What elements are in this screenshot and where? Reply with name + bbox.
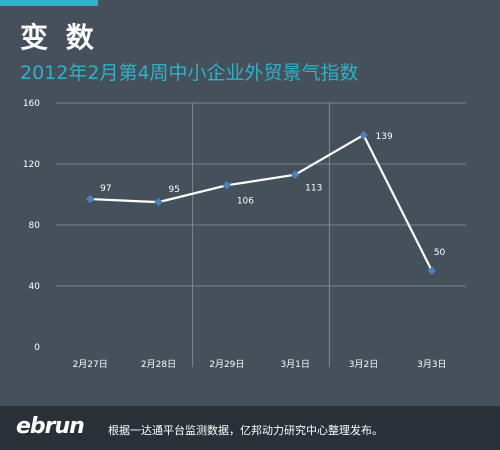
data-label: 97 bbox=[100, 184, 111, 194]
data-label: 139 bbox=[376, 132, 393, 142]
data-point bbox=[427, 266, 437, 275]
data-label: 95 bbox=[169, 185, 180, 195]
x-tick-label: 3月2日 bbox=[349, 359, 378, 370]
x-tick-label: 3月3日 bbox=[417, 359, 446, 370]
accent-bar bbox=[0, 0, 98, 6]
data-label-layer: 97 95 106 113 139 50 bbox=[100, 132, 445, 258]
x-tick-label: 2月27日 bbox=[73, 359, 108, 370]
data-label: 50 bbox=[434, 248, 446, 258]
x-axis-ticks: 2月27日 2月28日 2月29日 3月1日 3月2日 3月3日 bbox=[73, 359, 447, 370]
x-tick-label: 2月28日 bbox=[141, 359, 176, 370]
page-title: 变 数 bbox=[20, 21, 98, 54]
ebrun-logo: ebrun bbox=[16, 414, 85, 439]
data-label: 106 bbox=[237, 196, 254, 206]
y-axis-ticks: 0 40 80 120 160 bbox=[23, 99, 40, 353]
y-tick-label: 80 bbox=[29, 221, 41, 231]
x-tick-label: 3月1日 bbox=[280, 359, 309, 370]
data-point bbox=[290, 170, 300, 179]
data-point-layer bbox=[85, 130, 437, 275]
data-point bbox=[222, 181, 232, 190]
data-point bbox=[154, 197, 163, 207]
y-tick-label: 160 bbox=[23, 99, 40, 109]
y-tick-label: 120 bbox=[23, 160, 40, 170]
y-tick-label: 0 bbox=[34, 343, 40, 353]
data-point bbox=[85, 194, 95, 204]
footer-bar: ebrun 根据一达通平台监测数据，亿邦动力研究中心整理发布。 bbox=[0, 406, 500, 450]
x-tick-label: 2月29日 bbox=[209, 359, 244, 370]
data-label: 113 bbox=[305, 184, 322, 194]
y-tick-label: 40 bbox=[29, 282, 41, 292]
series-line-layer bbox=[90, 133, 433, 272]
page-subtitle: 2012年2月第4周中小企业外贸景气指数 bbox=[20, 62, 359, 84]
grid-layer bbox=[56, 102, 466, 367]
source-note: 根据一达通平台监测数据，亿邦动力研究中心整理发布。 bbox=[108, 424, 383, 437]
series-line bbox=[90, 133, 433, 272]
data-point bbox=[359, 130, 368, 140]
